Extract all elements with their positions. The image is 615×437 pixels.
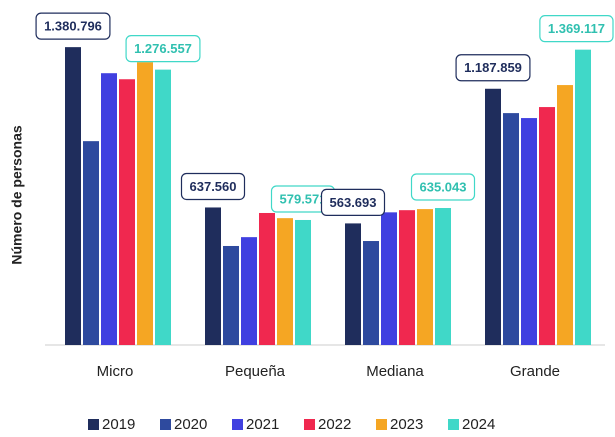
legend-swatch — [304, 419, 315, 430]
bar — [575, 49, 591, 346]
x-tick-label: Grande — [510, 363, 560, 380]
data-label: 1.187.859 — [464, 60, 522, 75]
x-tick-label: Pequeña — [225, 363, 286, 380]
data-label: 579.571 — [280, 191, 327, 206]
data-label: 637.560 — [190, 179, 237, 194]
x-tick-label: Mediana — [366, 363, 424, 380]
bar — [65, 47, 81, 345]
bar — [277, 218, 293, 345]
bar — [485, 88, 501, 345]
data-label: 1.276.557 — [134, 41, 192, 56]
legend-swatch — [448, 419, 459, 430]
bar — [363, 241, 379, 345]
bar — [205, 207, 221, 345]
legend-swatch — [376, 419, 387, 430]
legend-label: 2024 — [462, 416, 495, 433]
data-label-box — [180, 172, 246, 201]
bar — [345, 223, 361, 345]
legend-swatch — [160, 419, 171, 430]
bar — [557, 85, 573, 346]
y-axis-label: Número de personas — [9, 125, 25, 264]
data-label-box — [539, 15, 614, 43]
data-label-box — [125, 35, 201, 63]
data-label: 635.043 — [420, 179, 467, 194]
bar — [155, 69, 171, 345]
bar — [259, 212, 275, 345]
bar — [223, 245, 239, 345]
bar — [399, 210, 415, 345]
legend-label: 2019 — [102, 416, 135, 433]
legend-swatch — [88, 419, 99, 430]
bar — [417, 209, 433, 345]
data-label-box — [320, 188, 386, 217]
legend-label: 2021 — [246, 416, 279, 433]
bar — [119, 79, 135, 346]
bar — [101, 73, 117, 345]
x-tick-label: Micro — [97, 363, 134, 380]
bar — [539, 107, 555, 346]
data-label: 1.380.796 — [44, 19, 102, 34]
bar — [83, 141, 99, 345]
legend-swatch — [232, 419, 243, 430]
bar — [435, 208, 451, 345]
bar — [521, 118, 537, 345]
data-label-box — [410, 173, 476, 201]
data-label-box — [35, 12, 111, 40]
data-label-box — [455, 54, 531, 82]
legend-label: 2022 — [318, 416, 351, 433]
data-label: 563.693 — [330, 195, 377, 210]
bar — [241, 237, 257, 345]
legend-label: 2020 — [174, 416, 207, 433]
bar — [381, 212, 397, 345]
data-label: 1.369.117 — [548, 21, 605, 36]
legend-label: 2023 — [390, 416, 423, 433]
bar — [137, 62, 153, 345]
bar — [295, 219, 311, 345]
bar — [503, 113, 519, 345]
